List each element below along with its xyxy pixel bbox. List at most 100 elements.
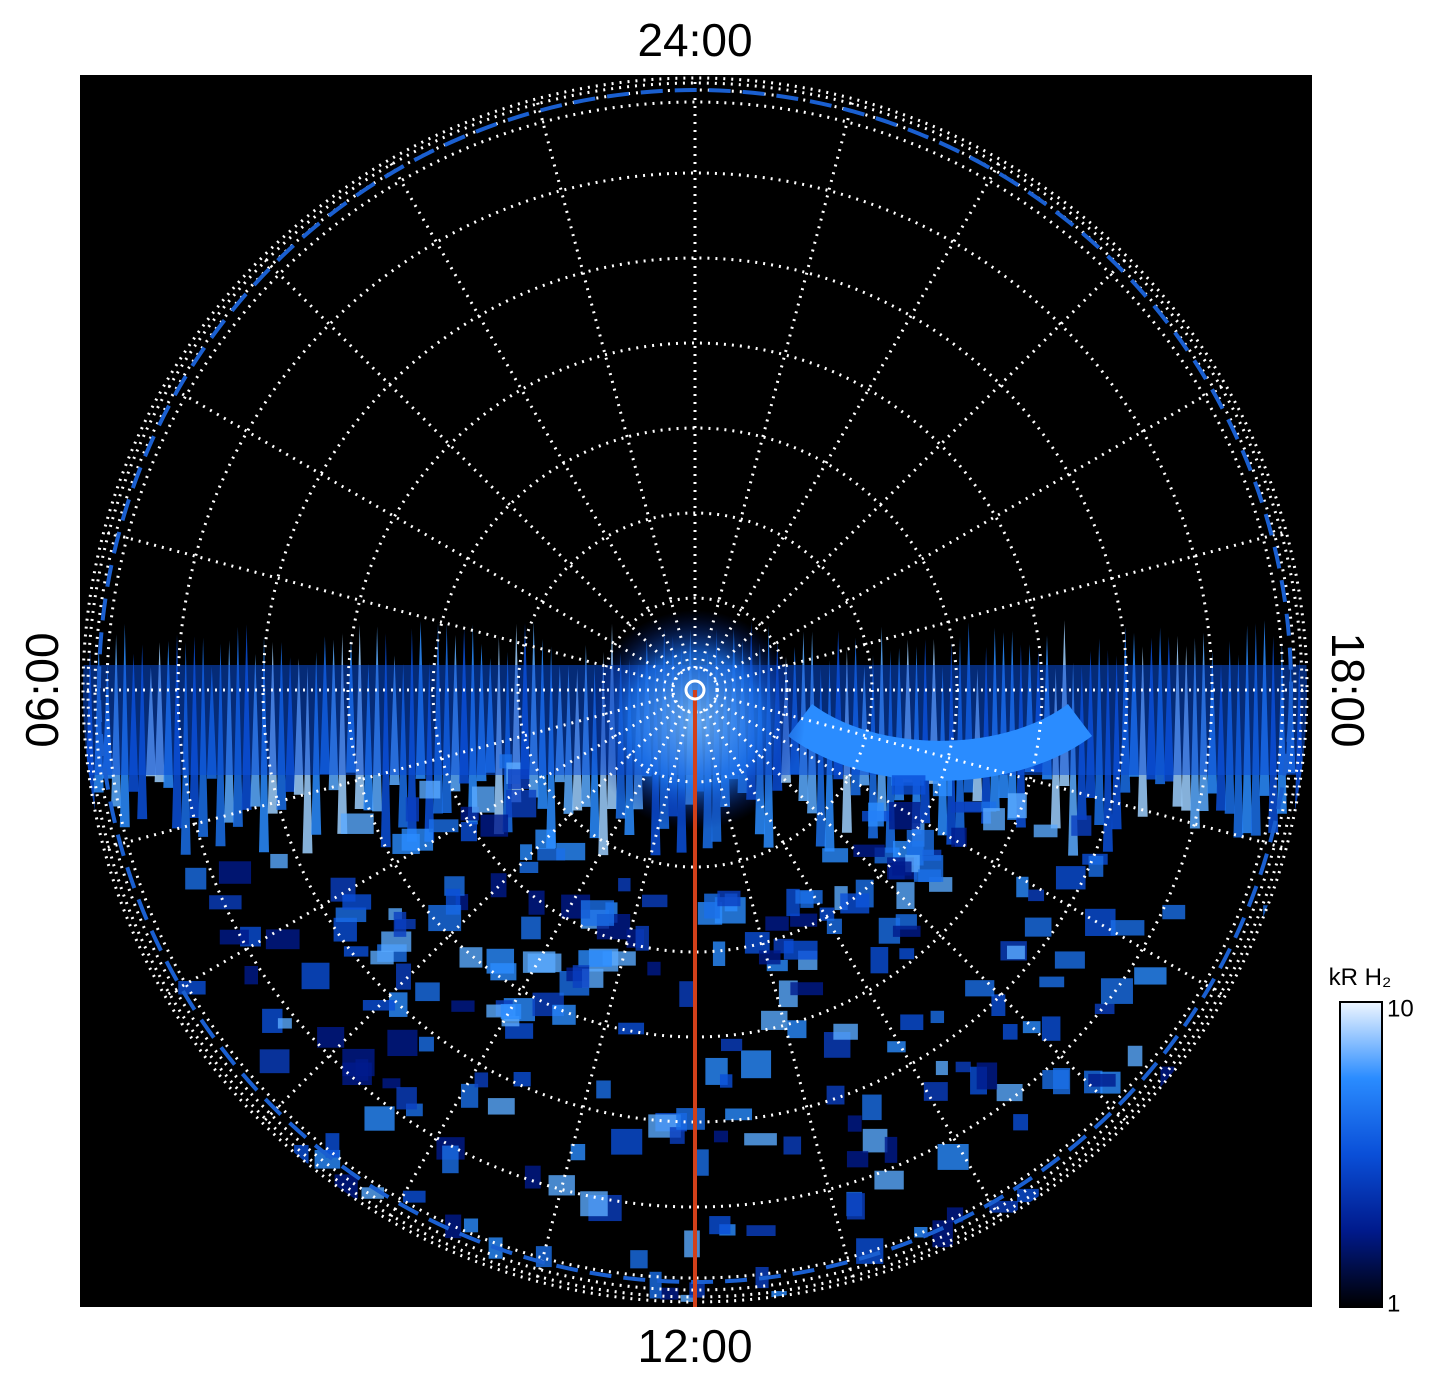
emission-patch <box>1007 793 1027 819</box>
emission-patch <box>370 950 394 965</box>
emission-patch <box>387 1029 418 1057</box>
emission-patch <box>528 890 545 915</box>
emission-patch <box>474 1072 489 1088</box>
emission-patch <box>405 797 420 822</box>
grid-circle <box>105 100 1285 1280</box>
emission-patch <box>364 1106 395 1131</box>
emission-patch <box>744 1133 777 1146</box>
emission-patch <box>382 1078 401 1089</box>
emission-patch <box>647 961 661 976</box>
emission-patch <box>932 777 953 797</box>
emission-patch <box>1028 889 1045 902</box>
emission-patch <box>317 1027 345 1048</box>
emission-patch <box>989 1200 1018 1213</box>
emission-patch <box>870 947 889 974</box>
emission-patch <box>712 941 726 966</box>
emission-patch <box>930 1010 945 1024</box>
emission-patch <box>343 946 369 957</box>
emission-arc <box>787 703 1093 781</box>
emission-patch <box>185 867 207 890</box>
emission-patch <box>935 1060 948 1076</box>
grid-circle <box>176 171 1214 1209</box>
emission-patch <box>862 1128 888 1153</box>
emission-patch <box>301 962 330 990</box>
emission-patch <box>765 916 789 931</box>
emission-patch <box>537 848 566 861</box>
emission-patch <box>1024 917 1052 937</box>
emission-patch <box>580 900 615 926</box>
emission-patch <box>259 1049 290 1074</box>
emission-patch <box>505 789 537 818</box>
emission-patch <box>900 1014 924 1031</box>
emission-patch <box>649 1271 662 1299</box>
emission-patch <box>552 1004 576 1025</box>
label-left: 06:00 <box>16 632 68 747</box>
emission-patch <box>209 895 242 910</box>
emission-patch <box>1054 951 1085 969</box>
emission-patch <box>717 890 741 907</box>
emission-patch <box>719 1074 733 1088</box>
emission-patch <box>1013 1114 1029 1131</box>
emission-patch <box>790 913 818 927</box>
emission-patch <box>487 1098 515 1115</box>
emission-patch <box>342 894 372 910</box>
emission-patch <box>513 1071 531 1087</box>
emission-patch <box>415 982 440 1002</box>
emission-patch <box>501 1015 520 1027</box>
emission-patch <box>996 1084 1023 1102</box>
emission-patch <box>618 878 631 892</box>
emission-patch <box>580 1191 608 1217</box>
label-top: 24:00 <box>637 14 752 66</box>
emission-patch <box>611 1128 643 1155</box>
emission-patch <box>669 1127 685 1144</box>
colorbar <box>1339 1001 1383 1308</box>
emission-patch <box>892 861 912 876</box>
emission-patch <box>1055 866 1086 890</box>
emission-patch <box>790 982 824 996</box>
colorbar-tick-label: 1 <box>1387 1290 1400 1317</box>
emission-patch <box>846 1193 865 1220</box>
emission-patch <box>868 802 884 827</box>
emission-patch <box>783 1136 802 1155</box>
emission-patch <box>862 1094 882 1121</box>
emission-patch <box>766 959 788 972</box>
emission-patch <box>713 1130 729 1143</box>
emission-patch <box>1033 824 1058 838</box>
emission-patch <box>1110 920 1145 936</box>
emission-patch <box>899 948 915 960</box>
emission-patch <box>1088 855 1104 877</box>
emission-patch <box>923 1082 948 1101</box>
label-right: 18:00 <box>1322 632 1374 747</box>
emission-patch <box>846 1151 869 1168</box>
emission-patch <box>642 894 668 908</box>
emission-patch <box>914 1226 928 1238</box>
emission-patch <box>1088 1073 1116 1087</box>
emission-patch <box>459 947 483 968</box>
emission-patch <box>704 893 720 919</box>
emission-patch <box>887 1041 906 1053</box>
emission-patch <box>878 917 901 944</box>
emission-patch <box>333 917 357 942</box>
emission-patch <box>1002 1024 1018 1040</box>
emission-patch <box>418 1036 434 1052</box>
emission-patch <box>392 833 420 854</box>
emission-patch <box>500 1003 522 1020</box>
emission-patch <box>896 882 915 910</box>
colorbar-tick-label: 10 <box>1387 995 1414 1022</box>
emission-patch <box>950 801 981 813</box>
emission-patch <box>951 827 967 847</box>
emission-patch <box>270 853 288 869</box>
emission <box>83 610 1307 1302</box>
emission-patch <box>822 848 849 863</box>
emission-patch <box>395 919 416 930</box>
emission-patch <box>1127 1045 1143 1067</box>
emission-patch <box>218 861 252 884</box>
emission-patch <box>524 1165 541 1189</box>
emission-patch <box>783 940 818 960</box>
emission-patch <box>1022 1021 1041 1034</box>
emission-patch <box>758 950 781 965</box>
emission-patch <box>340 813 374 834</box>
emission-patch <box>932 1220 953 1248</box>
emission-patch <box>1053 1068 1071 1095</box>
